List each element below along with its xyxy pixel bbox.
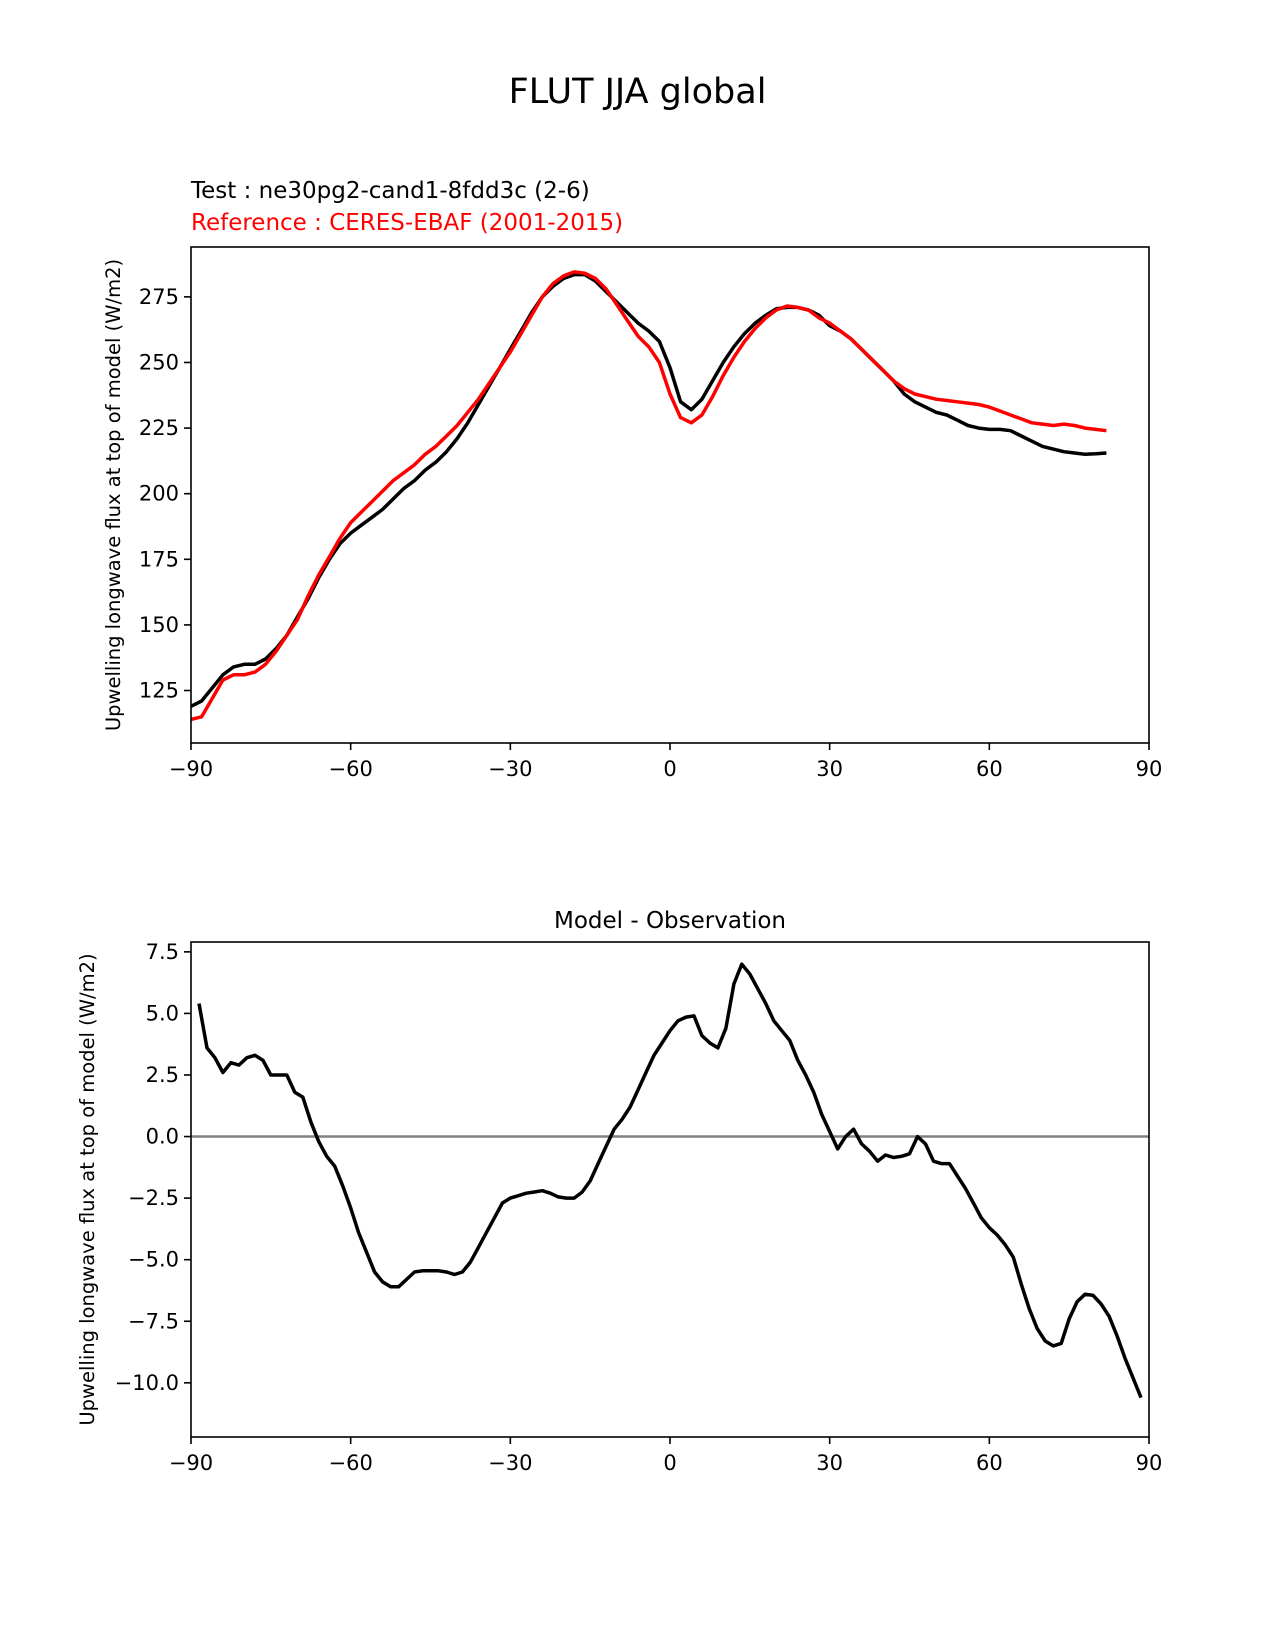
test-series-line bbox=[191, 272, 1107, 708]
x-tick-label: −30 bbox=[488, 1451, 532, 1475]
y-tick-label: 250 bbox=[139, 350, 179, 374]
x-tick-label: 90 bbox=[1136, 757, 1163, 781]
y-tick-label: −10.0 bbox=[115, 1371, 179, 1395]
x-tick-label: −90 bbox=[169, 1451, 213, 1475]
y-tick-label: 200 bbox=[139, 482, 179, 506]
y-tick-label: 150 bbox=[139, 613, 179, 637]
x-tick-label: −30 bbox=[488, 757, 532, 781]
figure-title: FLUT JJA global bbox=[508, 72, 767, 112]
x-tick-label: −60 bbox=[329, 1451, 373, 1475]
reference-title: Reference : CERES-EBAF (2001-2015) bbox=[191, 210, 623, 236]
plot-2: −90 −60 −30 0 30 60 90 7.5 5.0 2.5 0.0 −2.5 −5.0 −7.5… bbox=[76, 908, 1162, 1475]
x-tick-label: 0 bbox=[663, 757, 676, 781]
difference-series-line bbox=[197, 962, 1143, 1399]
y-axis-label: Upwelling longwave flux at top of model … bbox=[76, 953, 99, 1425]
plot-frame bbox=[190, 246, 1150, 744]
x-tick-label: 90 bbox=[1136, 1451, 1163, 1475]
test-title: Test : ne30pg2-cand1-8fdd3c (2-6) bbox=[190, 178, 590, 204]
x-tick-label: 60 bbox=[976, 1451, 1003, 1475]
y-tick-label: 0.0 bbox=[146, 1125, 179, 1149]
x-tick-label: 30 bbox=[816, 757, 843, 781]
y-tick-label: 5.0 bbox=[146, 1001, 179, 1025]
y-tick-label: 125 bbox=[139, 679, 179, 703]
x-tick-label: −90 bbox=[169, 757, 213, 781]
x-tick-label: 30 bbox=[816, 1451, 843, 1475]
x-tick-label: 0 bbox=[663, 1451, 676, 1475]
y-axis-label: Upwelling longwave flux at top of model … bbox=[102, 259, 125, 731]
x-tick-label: −60 bbox=[329, 757, 373, 781]
y-tick-label: 7.5 bbox=[146, 940, 179, 964]
plot-title: Model - Observation bbox=[554, 908, 786, 934]
y-tick-label: −7.5 bbox=[128, 1309, 179, 1333]
y-tick-label: 175 bbox=[139, 547, 179, 571]
y-tick-label: −5.0 bbox=[128, 1248, 179, 1272]
reference-series-line bbox=[191, 270, 1107, 722]
x-tick-label: 60 bbox=[976, 757, 1003, 781]
y-tick-label: 275 bbox=[139, 285, 179, 309]
y-tick-label: 225 bbox=[139, 416, 179, 440]
y-tick-label: 2.5 bbox=[146, 1063, 179, 1087]
plot-frame bbox=[190, 941, 1150, 1438]
plot-1: −90 −60 −30 0 30 60 90 125 150 175 200 225 250 275 Upw… bbox=[102, 178, 1162, 781]
y-tick-label: −2.5 bbox=[128, 1186, 179, 1210]
